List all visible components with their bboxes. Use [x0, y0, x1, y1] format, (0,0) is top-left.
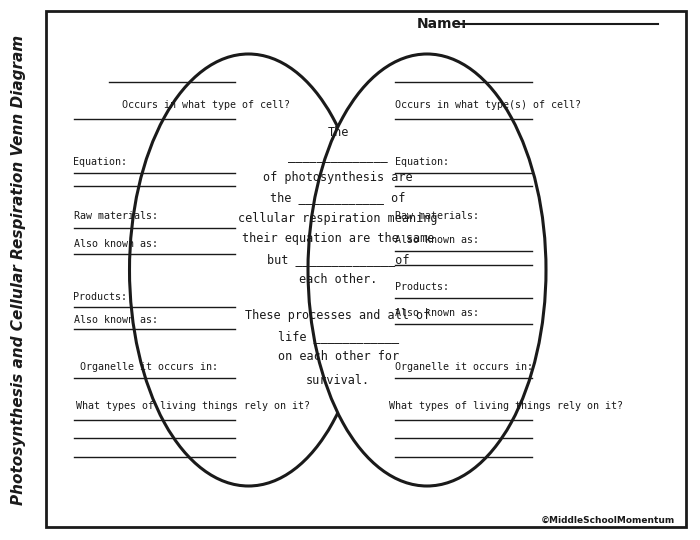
Text: Also known as:: Also known as:	[395, 308, 480, 318]
Text: ______________: ______________	[288, 150, 388, 163]
Text: the ____________ of: the ____________ of	[270, 191, 406, 204]
Text: Organelle it occurs in:: Organelle it occurs in:	[80, 362, 218, 372]
Text: Raw materials:: Raw materials:	[395, 211, 480, 221]
Text: Also known as:: Also known as:	[74, 315, 158, 325]
Text: their equation are the same: their equation are the same	[242, 232, 434, 245]
Ellipse shape	[130, 54, 368, 486]
Ellipse shape	[308, 54, 546, 486]
Text: Organelle it occurs in:: Organelle it occurs in:	[395, 362, 533, 372]
Text: Products:: Products:	[74, 292, 127, 302]
Text: Also known as:: Also known as:	[395, 235, 480, 245]
Text: survival.: survival.	[306, 374, 370, 387]
Text: Equation:: Equation:	[74, 157, 127, 167]
Text: Name:: Name:	[416, 17, 467, 31]
Text: What types of living things rely on it?: What types of living things rely on it?	[389, 401, 622, 411]
Text: on each other for: on each other for	[277, 350, 399, 363]
Text: cellular respiration meaning: cellular respiration meaning	[238, 212, 438, 225]
Text: The: The	[328, 126, 349, 139]
Text: These processes and all of: These processes and all of	[246, 309, 430, 322]
Text: ©MiddleSchoolMomentum: ©MiddleSchoolMomentum	[541, 516, 676, 525]
Text: life ____________: life ____________	[277, 330, 399, 343]
Text: What types of living things rely on it?: What types of living things rely on it?	[76, 401, 309, 411]
Text: Photosynthesis and Cellular Respiration Venn Diagram: Photosynthesis and Cellular Respiration …	[10, 35, 26, 505]
Text: but ______________of: but ______________of	[267, 253, 410, 266]
Text: of photosynthesis are: of photosynthesis are	[263, 171, 413, 184]
Text: Equation:: Equation:	[395, 157, 449, 167]
Text: Raw materials:: Raw materials:	[74, 211, 158, 221]
Text: Also known as:: Also known as:	[74, 239, 158, 249]
Text: Products:: Products:	[395, 282, 449, 292]
Text: Occurs in what type(s) of cell?: Occurs in what type(s) of cell?	[395, 100, 582, 110]
Text: each other.: each other.	[299, 273, 377, 286]
Text: Occurs in what type of cell?: Occurs in what type of cell?	[122, 100, 290, 110]
